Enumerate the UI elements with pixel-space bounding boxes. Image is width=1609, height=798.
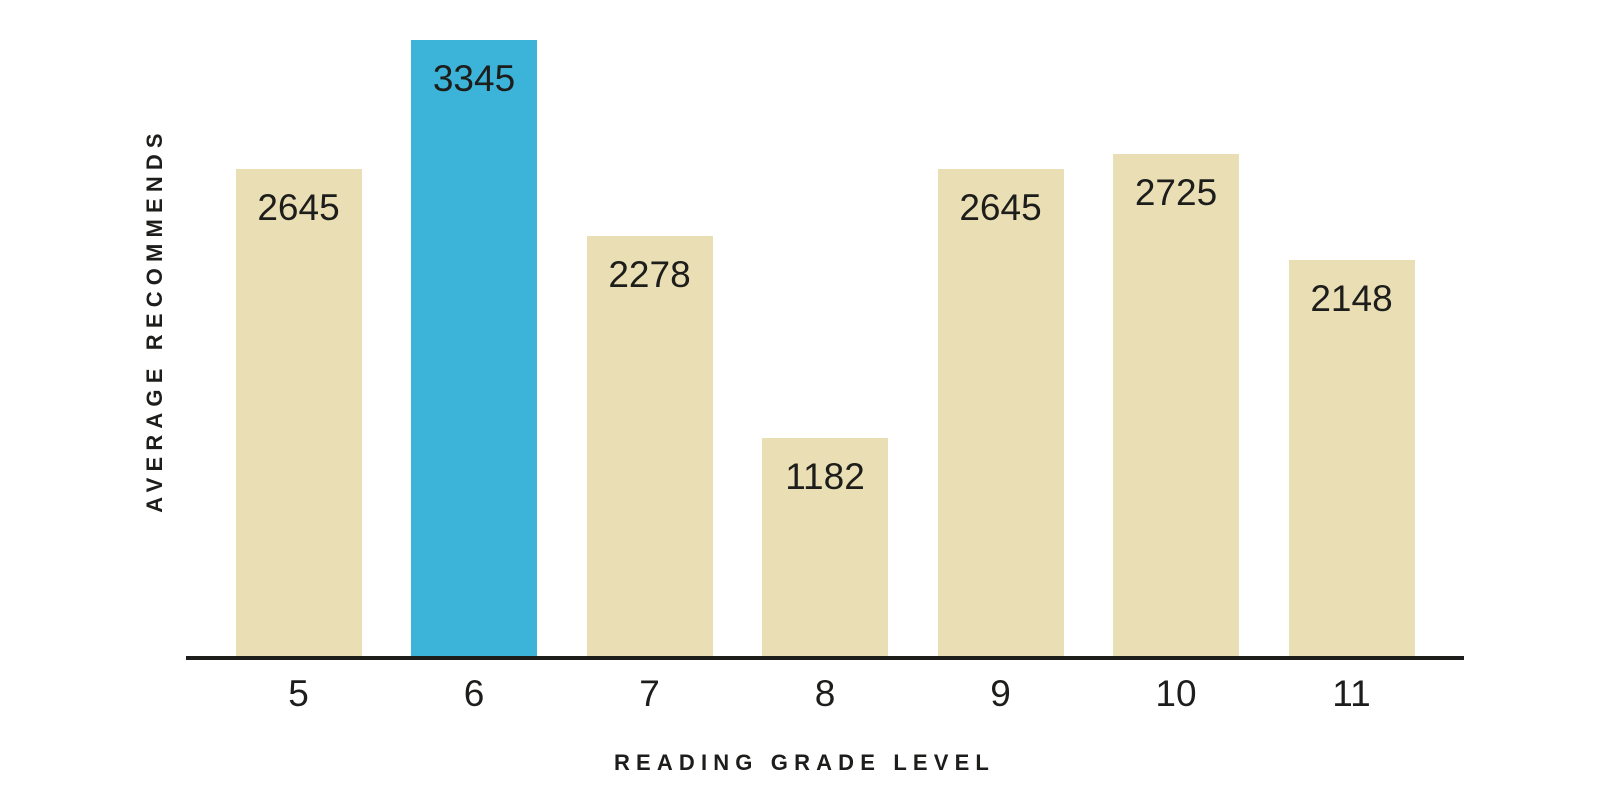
bar: 2645: [236, 169, 362, 656]
bar-value-label: 2148: [1310, 278, 1392, 320]
x-tick-label: 5: [236, 673, 362, 715]
bar-slot: 2645: [236, 40, 362, 656]
bar-value-label: 2645: [959, 187, 1041, 229]
bar-slot: 2725: [1113, 40, 1239, 656]
x-tick-label: 6: [411, 673, 537, 715]
bar-value-label: 2278: [608, 254, 690, 296]
bar-slot: 2278: [587, 40, 713, 656]
plot-area: 2645 3345 2278 1182 2645 2725 2148: [186, 40, 1464, 660]
x-tick-label: 8: [762, 673, 888, 715]
x-axis-ticks: 5 6 7 8 9 10 11: [186, 664, 1464, 724]
bar-value-label: 3345: [433, 58, 515, 100]
bar: 2148: [1289, 260, 1415, 656]
bar-chart: AVERAGE RECOMMENDS 264533452278118226452…: [0, 0, 1609, 798]
bar-slot: 1182: [762, 40, 888, 656]
bar: 2645: [938, 169, 1064, 656]
x-tick-label: 10: [1113, 673, 1239, 715]
x-axis-label: READING GRADE LEVEL: [614, 750, 995, 776]
x-tick-label: 9: [938, 673, 1064, 715]
bars-container: 2645 3345 2278 1182 2645 2725 2148: [186, 40, 1464, 656]
bar-value-label: 2645: [257, 187, 339, 229]
bar-value-label: 2725: [1135, 172, 1217, 214]
y-axis-label: AVERAGE RECOMMENDS: [142, 127, 168, 513]
bar: 3345: [411, 40, 537, 656]
bar-value-label: 1182: [785, 456, 865, 498]
x-tick-label: 11: [1289, 673, 1415, 715]
bar: 1182: [762, 438, 888, 656]
bar-slot: 3345: [411, 40, 537, 656]
x-tick-label: 7: [587, 673, 713, 715]
bar-slot: 2148: [1289, 40, 1415, 656]
bar-slot: 2645: [938, 40, 1064, 656]
bar: 2278: [587, 236, 713, 656]
x-axis-line: [186, 656, 1464, 660]
bar: 2725: [1113, 154, 1239, 656]
